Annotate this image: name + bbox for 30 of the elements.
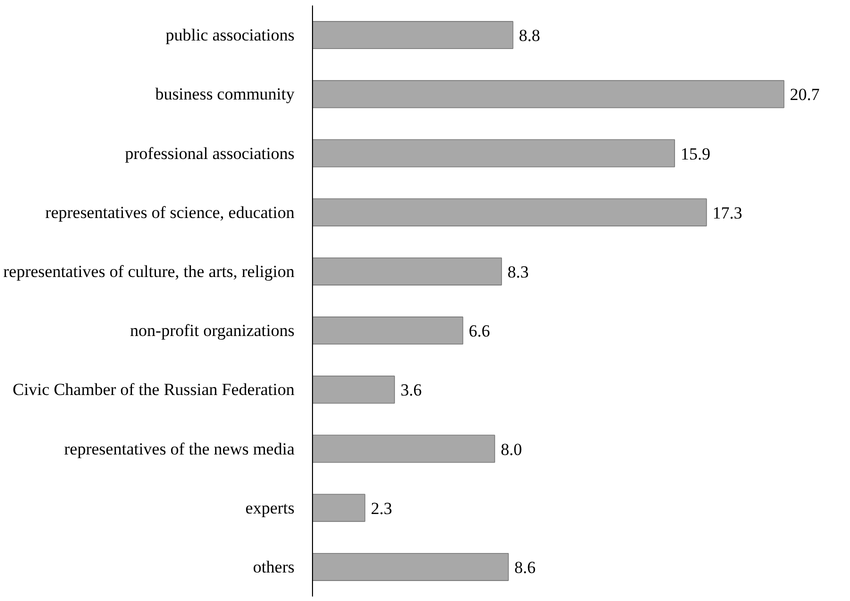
data-label: 15.9 [680, 144, 710, 164]
data-label: 3.6 [400, 380, 422, 400]
y-tick-label: professional associations [125, 144, 295, 163]
bar [312, 80, 784, 108]
y-tick-label: public associations [166, 26, 295, 45]
data-label: 8.8 [518, 26, 540, 46]
bar [312, 257, 502, 286]
bar [312, 552, 509, 581]
y-tick-label: business community [155, 84, 295, 104]
y-tick-label: Civic Chamber of the Russian Federation [12, 380, 295, 400]
y-tick-label: others [252, 557, 294, 576]
bar [312, 139, 676, 168]
bar [312, 316, 464, 345]
y-tick-label: representatives of culture, the arts, religion [3, 262, 295, 281]
y-tick-label: representatives of the news media [64, 439, 295, 458]
bar [312, 21, 514, 50]
data-label: 2.3 [370, 498, 392, 518]
y-tick-label: non-profit organizations [130, 321, 295, 340]
bar [312, 198, 707, 226]
data-label: 20.7 [790, 85, 820, 104]
bar [312, 494, 366, 522]
y-tick-label: experts [245, 498, 295, 518]
data-label: 8.0 [500, 440, 522, 459]
bar [312, 376, 395, 404]
data-label: 8.6 [514, 558, 536, 577]
data-label: 8.3 [508, 262, 529, 282]
bar [312, 434, 496, 463]
y-tick-label: representatives of science, education [45, 202, 295, 222]
data-label: 6.6 [468, 322, 490, 341]
data-label: 17.3 [712, 203, 742, 222]
